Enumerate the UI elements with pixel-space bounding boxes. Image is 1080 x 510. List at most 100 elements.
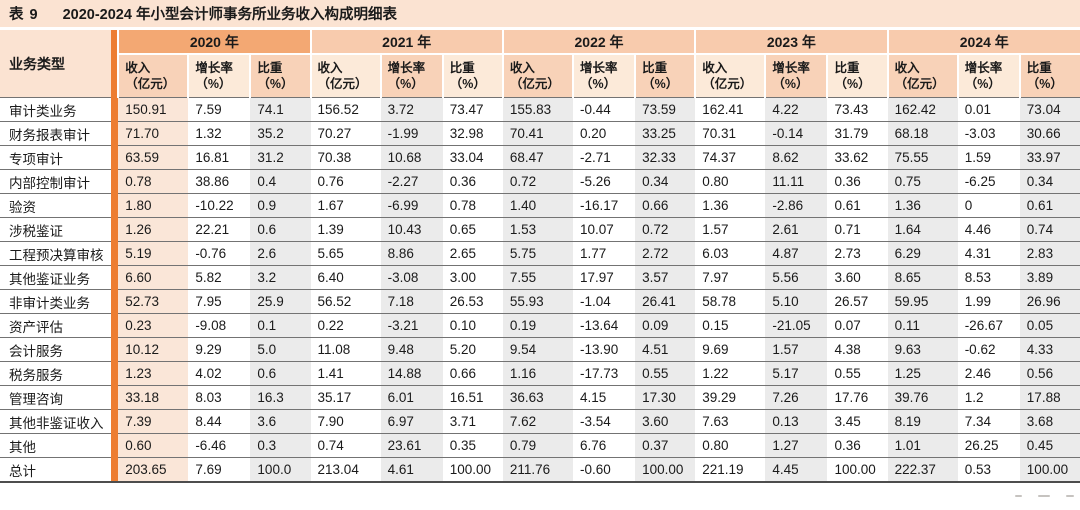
table-row: 总计 203.65 7.69 100.0 213.04 4.61 100.00 211.76-… <box>0 457 1080 482</box>
value-cell: 1.59 <box>957 145 1020 170</box>
value-cell: 5.56 <box>765 265 828 290</box>
metric-header: 收入 （亿元） <box>886 54 958 98</box>
value-cell: 5.17 <box>765 361 828 386</box>
value-cell: 4.31 <box>957 241 1020 266</box>
metric-header: 增长率 （%） <box>764 54 828 98</box>
value-cell: 1.64 <box>887 217 958 242</box>
table-row: 审计类业务 150.91 7.59 74.1 156.52 3.72 73.47 155.83… <box>0 97 1080 122</box>
metric-line1: 比重 <box>257 60 283 75</box>
value-cell: 0.45 <box>1019 433 1080 458</box>
accent-stripe <box>111 121 119 146</box>
value-cell: 33.62 <box>827 145 888 170</box>
value-cell: 0.74 <box>310 433 381 458</box>
value-cell: 31.79 <box>827 121 888 146</box>
value-cell: 3.60 <box>635 409 696 434</box>
value-cell: 213.04 <box>310 457 381 482</box>
value-cell: 0.36 <box>827 433 888 458</box>
value-cell: 0.15 <box>695 313 766 338</box>
value-cell: 2.83 <box>1019 241 1080 266</box>
value-cell: 0.35 <box>442 433 503 458</box>
year-header-2024: 2024 年 <box>886 30 1080 55</box>
value-cell: 4.51 <box>635 337 696 362</box>
row-label: 总计 <box>0 457 112 482</box>
value-cell: -0.62 <box>957 337 1020 362</box>
value-cell: 0.23 <box>118 313 189 338</box>
value-cell: 2.65 <box>442 241 503 266</box>
accent-stripe <box>111 97 119 122</box>
value-cell: 7.18 <box>380 289 443 314</box>
value-cell: 11.11 <box>765 169 828 194</box>
metric-line2: （%） <box>580 77 617 91</box>
value-cell: 23.61 <box>380 433 443 458</box>
value-cell: 31.2 <box>250 145 311 170</box>
value-cell: 8.62 <box>765 145 828 170</box>
metric-header: 增长率 （%） <box>187 54 251 98</box>
accent-stripe <box>111 30 119 98</box>
value-cell: 3.45 <box>827 409 888 434</box>
value-cell: 38.86 <box>188 169 251 194</box>
value-cell: 1.23 <box>118 361 189 386</box>
metric-header: 比重 （%） <box>1018 54 1080 98</box>
value-cell: -0.60 <box>573 457 636 482</box>
value-cell: 4.02 <box>188 361 251 386</box>
value-cell: 17.76 <box>827 385 888 410</box>
metric-line2: （%） <box>387 77 424 91</box>
value-cell: 5.75 <box>502 241 573 266</box>
metric-line2: （亿元） <box>509 77 560 91</box>
value-cell: 33.04 <box>442 145 503 170</box>
value-cell: 1.40 <box>502 193 573 218</box>
metric-line1: 收入 <box>125 60 151 75</box>
value-cell: 0.71 <box>827 217 888 242</box>
accent-stripe <box>111 337 119 362</box>
value-cell: -2.86 <box>765 193 828 218</box>
table-row: 内部控制审计 0.78 38.86 0.4 0.76 -2.27 0.36 0.72 -5.26… <box>0 169 1080 194</box>
metric-header: 比重 （%） <box>826 54 888 98</box>
value-cell: 33.18 <box>118 385 189 410</box>
value-cell: 8.44 <box>188 409 251 434</box>
value-cell: -10.22 <box>188 193 251 218</box>
value-cell: 0.4 <box>250 169 311 194</box>
value-cell: -2.71 <box>573 145 636 170</box>
table-row: 工程预决算审核 5.19 -0.76 2.6 5.65 8.86 2.65 5.75 1.77 2… <box>0 241 1080 266</box>
value-cell: 0.74 <box>1019 217 1080 242</box>
value-cell: -17.73 <box>573 361 636 386</box>
value-cell: 2.72 <box>635 241 696 266</box>
value-cell: 5.82 <box>188 265 251 290</box>
accent-stripe <box>111 385 119 410</box>
value-cell: -3.21 <box>380 313 443 338</box>
accent-stripe <box>111 169 119 194</box>
value-cell: 3.2 <box>250 265 311 290</box>
value-cell: 156.52 <box>310 97 381 122</box>
value-cell: 3.71 <box>442 409 503 434</box>
table-row: 验资 1.80 -10.22 0.9 1.67 -6.99 0.78 1.40 -16.17 0.… <box>0 193 1080 218</box>
metric-line1: 收入 <box>509 60 535 75</box>
value-cell: 8.65 <box>887 265 958 290</box>
table-row: 管理咨询 33.18 8.03 16.3 35.17 6.01 16.51 36.63 4.15… <box>0 385 1080 410</box>
value-cell: 56.52 <box>310 289 381 314</box>
value-cell: 150.91 <box>118 97 189 122</box>
value-cell: 26.96 <box>1019 289 1080 314</box>
value-cell: 0.05 <box>1019 313 1080 338</box>
row-label: 非审计类业务 <box>0 289 112 314</box>
value-cell: 3.60 <box>827 265 888 290</box>
value-cell: 7.26 <box>765 385 828 410</box>
accent-stripe <box>111 457 119 482</box>
header-row-metrics: 收入 （亿元） 增长率 （%） 比重 （%） 收入 （亿元） 增长率 （%） 比重 （%） 收入 （亿元）… <box>0 54 1080 98</box>
metric-line2: （%） <box>1026 77 1063 91</box>
row-label: 会计服务 <box>0 337 112 362</box>
value-cell: 0.11 <box>887 313 958 338</box>
table-row: 会计服务 10.12 9.29 5.0 11.08 9.48 5.20 9.54 -13.90 4… <box>0 337 1080 362</box>
row-label: 其他 <box>0 433 112 458</box>
row-label: 财务报表审计 <box>0 121 112 146</box>
value-cell: 17.97 <box>573 265 636 290</box>
value-cell: 75.55 <box>887 145 958 170</box>
value-cell: -0.44 <box>573 97 636 122</box>
value-cell: 0.78 <box>118 169 189 194</box>
value-cell: 0.6 <box>250 361 311 386</box>
value-cell: 7.55 <box>502 265 573 290</box>
value-cell: 0.65 <box>442 217 503 242</box>
value-cell: 6.03 <box>695 241 766 266</box>
value-cell: 7.39 <box>118 409 189 434</box>
value-cell: 10.12 <box>118 337 189 362</box>
metric-line2: （亿元） <box>125 77 176 91</box>
